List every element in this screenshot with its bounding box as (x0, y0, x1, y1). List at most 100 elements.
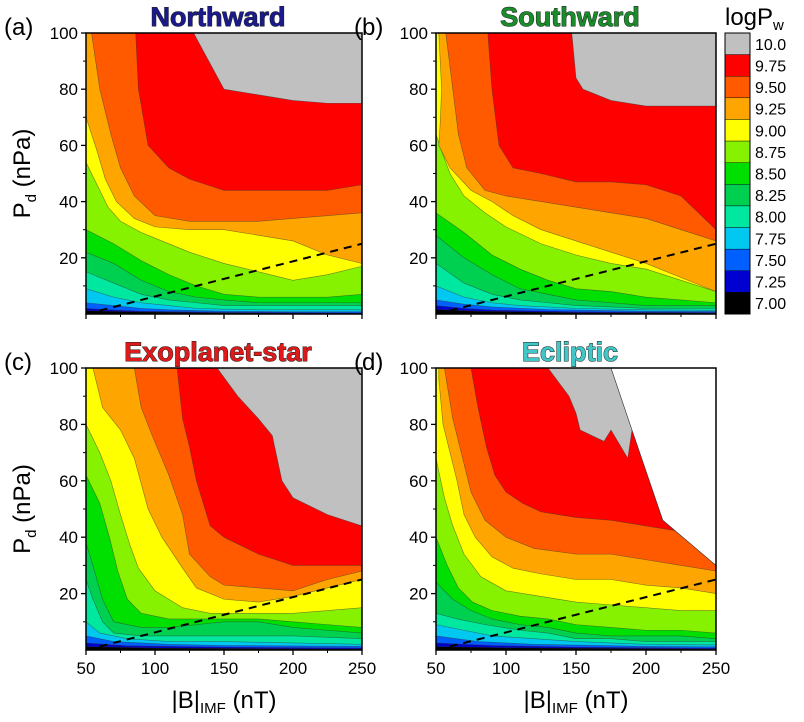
x-axis-label-sub: IMF (552, 700, 578, 717)
panel-a: 20 40 60 80 100 (a) Northward Pd (nPa) (4, 2, 363, 319)
colorbar-swatch (724, 162, 751, 185)
plot-area (86, 33, 362, 314)
y-tick-label: 60 (59, 472, 78, 491)
colorbar-label: 8.50 (755, 167, 786, 184)
x-axis-label: |B|IMF (nT) (524, 687, 629, 717)
colorbar-title-sub: w (772, 17, 784, 34)
colorbar-label: 7.00 (755, 296, 786, 313)
x-axis-label: |B|IMF (nT) (172, 687, 277, 717)
y-tick-label: 20 (59, 585, 78, 604)
panel-title: Northward (151, 2, 286, 32)
colorbar-swatch (724, 227, 751, 250)
colorbar-swatch (724, 270, 751, 293)
y-axis-label-sub: d (23, 530, 40, 538)
y-tick-label: 20 (409, 585, 428, 604)
panel-title: Ecliptic (522, 337, 618, 367)
colorbar-title: logPw (725, 4, 784, 34)
colorbar: 10.0 9.75 9.50 9.25 9.00 8.75 8.50 8.25 8.00 7.75… (724, 4, 786, 315)
y-tick-label: 100 (50, 24, 78, 43)
colorbar-title-main: logP (725, 4, 773, 31)
x-tick-label: 250 (348, 659, 376, 678)
panel-title: Southward (500, 2, 640, 32)
panel-letter: (a) (4, 14, 33, 41)
y-tick-label: 100 (50, 359, 78, 378)
x-axis-label-unit: (nT) (226, 687, 277, 714)
level-region-10.0 (216, 368, 362, 527)
colorbar-swatch (724, 140, 751, 163)
colorbar-swatch (724, 32, 751, 55)
y-tick-label: 60 (59, 136, 78, 155)
colorbar-swatch (724, 54, 751, 77)
reference-dashed-line (436, 578, 716, 650)
x-tick-label: 50 (77, 659, 96, 678)
colorbar-label: 8.75 (755, 145, 786, 162)
y-tick-label: 60 (409, 472, 428, 491)
colorbar-label: 9.75 (755, 58, 786, 75)
panel-letter: (d) (354, 349, 383, 376)
colorbar-swatch (724, 184, 751, 207)
colorbar-label: 7.75 (755, 231, 786, 248)
colorbar-swatch (724, 119, 751, 142)
colorbar-swatch (724, 292, 751, 315)
y-tick-label: 40 (59, 528, 78, 547)
panel-letter: (b) (354, 14, 383, 41)
y-tick-label: 20 (59, 249, 78, 268)
colorbar-swatch (724, 76, 751, 99)
panel-title: Exoplanet-star (124, 337, 312, 367)
y-axis-label-main: P (9, 202, 36, 218)
y-tick-label: 80 (409, 415, 428, 434)
x-tick-label: 100 (492, 659, 520, 678)
y-tick-label: 20 (409, 249, 428, 268)
colorbar-label: 7.50 (755, 253, 786, 270)
x-tick-label: 250 (702, 659, 730, 678)
colorbar-swatch (724, 205, 751, 228)
y-axis-label: Pd (nPa) (9, 129, 40, 219)
panel-d: 20 40 60 80 100 50 100 150 200 250 (d) Ecliptic |B|I… (354, 337, 730, 718)
plot-area (86, 368, 362, 650)
y-tick-label: 80 (59, 415, 78, 434)
colorbar-label: 9.00 (755, 123, 786, 140)
x-axis-label-main: |B| (172, 687, 200, 714)
x-tick-label: 200 (632, 659, 660, 678)
colorbar-label: 9.25 (755, 102, 786, 119)
x-tick-label: 200 (279, 659, 307, 678)
colorbar-label: 10.0 (755, 37, 786, 54)
y-axis-label: Pd (nPa) (9, 464, 40, 554)
plot-area (436, 33, 716, 314)
y-tick-label: 80 (409, 80, 428, 99)
panel-letter: (c) (4, 349, 32, 376)
x-axis-label-sub: IMF (200, 700, 226, 717)
y-axis-label-unit: (nPa) (9, 129, 36, 194)
x-tick-label: 50 (427, 659, 446, 678)
colorbar-label: 8.00 (755, 210, 786, 227)
y-axis-label-unit: (nPa) (9, 464, 36, 529)
colorbar-label: 8.25 (755, 188, 786, 205)
colorbar-label: 7.25 (755, 275, 786, 292)
reference-dashed-line (86, 578, 362, 650)
colorbar-frame (724, 32, 751, 315)
no-data-region (610, 368, 716, 566)
reference-dashed-line (86, 242, 362, 314)
reference-dashed-line (436, 242, 716, 314)
colorbar-swatch (724, 248, 751, 271)
y-tick-label: 100 (400, 359, 428, 378)
x-tick-label: 100 (141, 659, 169, 678)
level-region-10.0 (571, 33, 716, 107)
level-region-10.0 (193, 33, 362, 104)
y-tick-label: 100 (400, 24, 428, 43)
x-axis-label-main: |B| (524, 687, 552, 714)
y-tick-label: 40 (59, 193, 78, 212)
y-tick-label: 80 (59, 80, 78, 99)
x-axis-label-unit: (nT) (578, 687, 629, 714)
panel-b: 20 40 60 80 100 (b) Southward (354, 2, 717, 319)
x-tick-label: 150 (210, 659, 238, 678)
plot-area (436, 368, 716, 650)
colorbar-swatch (724, 97, 751, 120)
colorbar-label: 9.50 (755, 80, 786, 97)
y-axis-label-main: P (9, 538, 36, 554)
x-tick-label: 150 (562, 659, 590, 678)
y-tick-label: 40 (409, 528, 428, 547)
y-axis-label-sub: d (23, 194, 40, 202)
y-tick-label: 60 (409, 136, 428, 155)
